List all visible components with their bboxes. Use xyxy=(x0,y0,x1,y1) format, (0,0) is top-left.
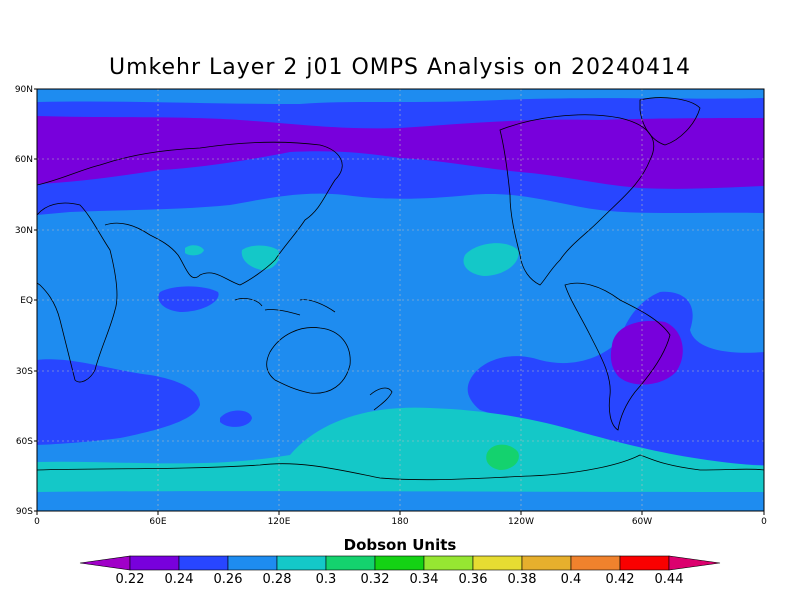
colorbar-level-label: 0.26 xyxy=(214,572,243,587)
field-blue-indian-ocean xyxy=(158,286,219,312)
map-field xyxy=(37,89,764,511)
gridlines xyxy=(37,89,764,511)
teal-antarctic-patch xyxy=(486,444,519,470)
lon-label: 0 xyxy=(34,517,40,527)
lat-label: 60N xyxy=(15,155,33,165)
lat-label: 60S xyxy=(16,437,33,447)
coast-australia xyxy=(266,327,351,394)
lon-label: 0 xyxy=(761,517,767,527)
field-cyan-pacific xyxy=(463,243,519,276)
cyan-antarctic-ring xyxy=(37,407,764,511)
colorbar-arrow-low xyxy=(79,555,131,571)
coast-africa xyxy=(36,202,118,383)
lat-label: 90N xyxy=(15,85,33,95)
coast-north-america xyxy=(499,114,655,286)
colorbar-level-label: 0.28 xyxy=(263,572,292,587)
colorbar-swatch xyxy=(423,555,474,571)
colorbar-swatch xyxy=(227,555,278,571)
lat-label: 30S xyxy=(16,367,33,377)
colorbar-level-label: 0.3 xyxy=(316,572,337,587)
blue-south-indian-patch xyxy=(220,410,252,427)
colorbar-level-label: 0.22 xyxy=(116,572,145,587)
lat-label: EQ xyxy=(20,296,33,306)
colorbar: 0.22 0.24 0.26 0.28 0.3 0.32 0.34 0.36 0.38 0.4 0.… xyxy=(79,555,721,587)
lon-label: 120E xyxy=(268,517,291,527)
field-lightblue-top xyxy=(37,89,764,104)
colorbar-swatch xyxy=(521,555,572,571)
colorbar-arrow-high xyxy=(668,555,721,571)
colorbar-level-label: 0.32 xyxy=(361,572,390,587)
colorbar-level-label: 0.4 xyxy=(561,572,582,587)
colorbar-title: Dobson Units xyxy=(343,536,457,554)
colorbar-swatch xyxy=(129,555,180,571)
colorbar-swatch xyxy=(325,555,376,571)
lat-label: 90S xyxy=(16,507,33,517)
colorbar-level-label: 0.44 xyxy=(655,572,684,587)
coastlines xyxy=(36,97,765,481)
field-cyan-asia xyxy=(241,245,280,270)
coast-newzealand xyxy=(369,387,393,411)
colorbar-level-label: 0.36 xyxy=(459,572,488,587)
lat-label: 30N xyxy=(15,226,33,236)
colorbar-level-label: 0.42 xyxy=(606,572,635,587)
blue-southern-pacific xyxy=(467,291,764,465)
colorbar-swatch xyxy=(619,555,670,571)
colorbar-swatch xyxy=(472,555,523,571)
lon-label: 120W xyxy=(508,517,534,527)
blue-southern-midlat xyxy=(37,359,200,445)
colorbar-swatch xyxy=(276,555,327,571)
colorbar-swatch xyxy=(374,555,425,571)
field-lightblue-bottom xyxy=(37,491,764,511)
colorbar-swatch xyxy=(178,555,229,571)
coast-eurasia xyxy=(36,141,343,286)
colorbar-swatch xyxy=(570,555,621,571)
lon-label: 180 xyxy=(391,517,408,527)
purple-south-america-patch xyxy=(610,320,683,385)
lon-label: 60W xyxy=(632,517,652,527)
colorbar-level-label: 0.38 xyxy=(508,572,537,587)
purple-north-band xyxy=(37,116,764,189)
latitude-labels: 90N 60N 30N EQ 30S 60S 90S xyxy=(15,85,37,517)
coast-antarctica xyxy=(36,454,765,481)
coast-greenland xyxy=(639,97,701,146)
longitude-labels: 0 60E 120E 180 120W 60W 0 xyxy=(34,511,767,527)
colorbar-level-label: 0.24 xyxy=(165,572,194,587)
coast-south-america xyxy=(564,282,671,431)
field-cyan-india xyxy=(185,245,204,256)
map-title: Umkehr Layer 2 j01 OMPS Analysis on 2024… xyxy=(109,55,691,80)
lon-label: 60E xyxy=(149,517,166,527)
colorbar-level-label: 0.34 xyxy=(410,572,439,587)
